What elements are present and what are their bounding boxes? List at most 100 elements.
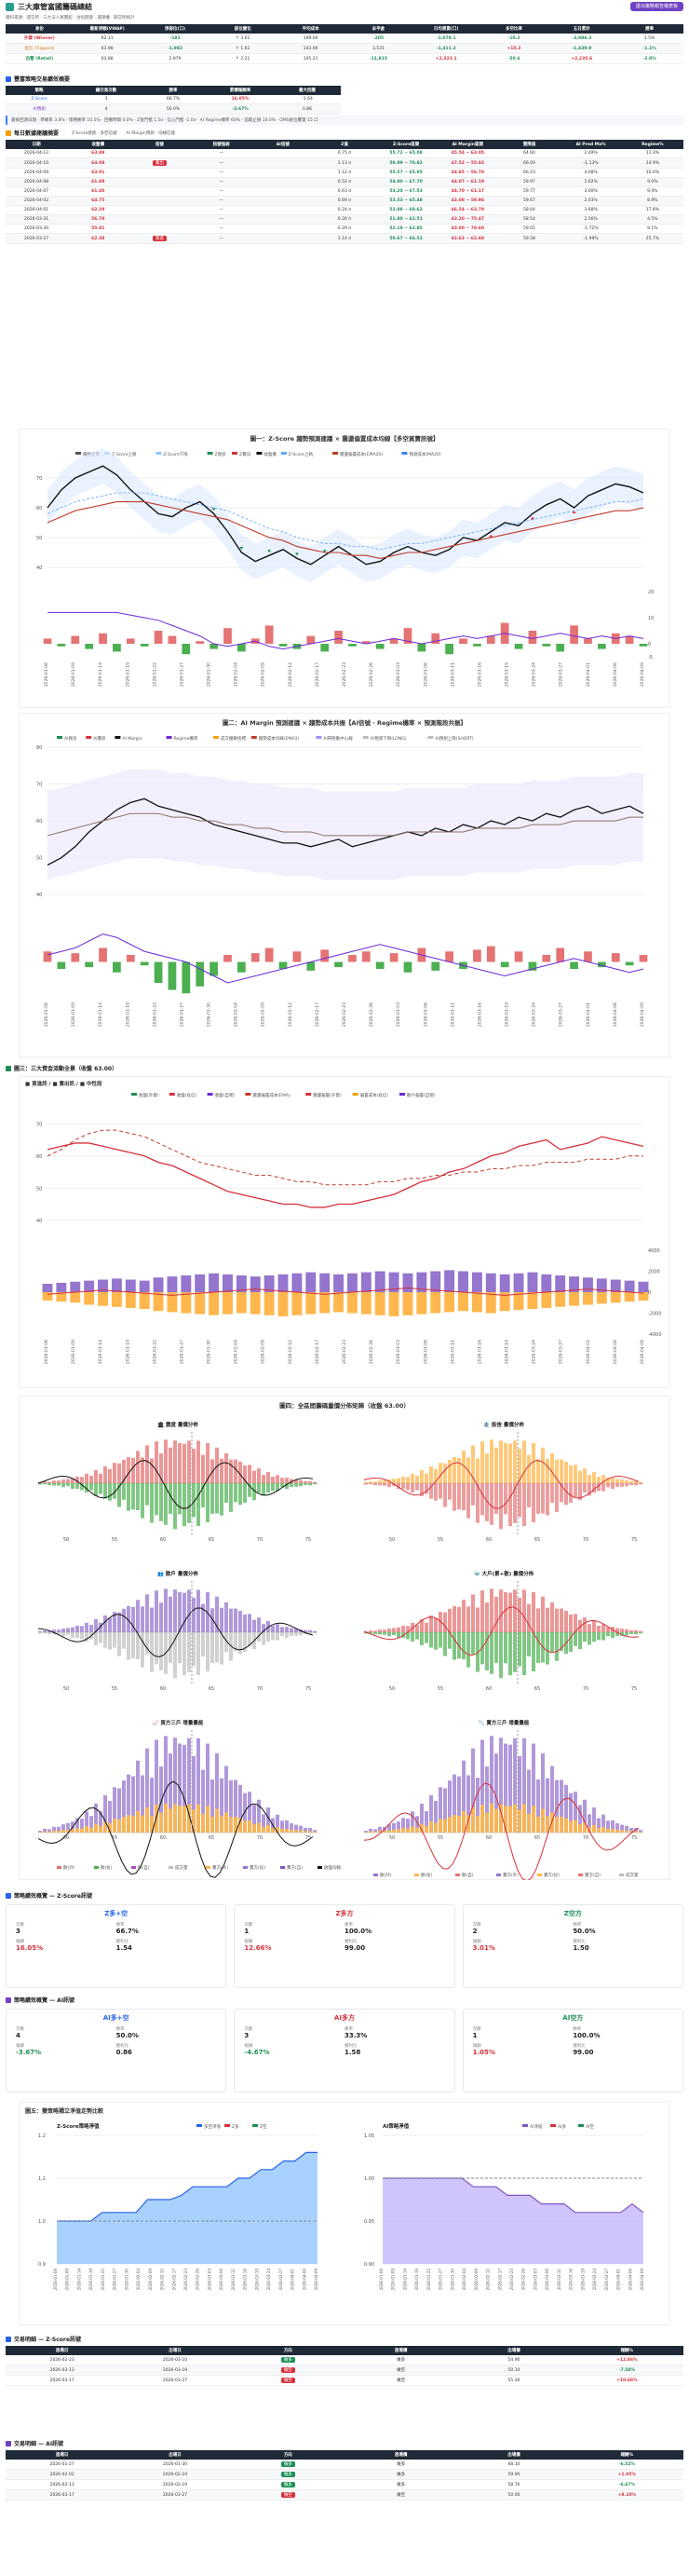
- table-cell: 11.3%: [621, 149, 683, 158]
- table-cell: 2026-01-27: [6, 2460, 119, 2470]
- table-cell: 143.00: [277, 43, 344, 54]
- y2-tick-label: 2000: [648, 1270, 660, 1275]
- flow-bar-up: [569, 1276, 580, 1292]
- dist-bar: [480, 1590, 484, 1632]
- dist-bar: [443, 1612, 447, 1632]
- dist-bar: [220, 1483, 223, 1516]
- dist-bar: [280, 1478, 284, 1483]
- x-tick-label: 2026-01-14: [98, 662, 103, 687]
- ai-bar: [196, 961, 205, 987]
- dist-bar: [308, 1827, 312, 1833]
- dist-bar: [546, 1483, 549, 1516]
- y-tick-label: 0.90: [364, 2262, 374, 2268]
- ai-bar: [389, 953, 399, 962]
- table-cell: 109.00: [277, 34, 344, 44]
- dist-bar: [262, 1814, 265, 1833]
- volume-bar: [473, 644, 481, 647]
- legend-swatch: [578, 1874, 583, 1876]
- flow-bar-up: [402, 1273, 413, 1292]
- table-cell: 0.29 σ: [313, 224, 376, 234]
- ai-section-title: 策略績效概覽 — AI訊號: [6, 1996, 74, 2004]
- dist-bar: [634, 1483, 638, 1486]
- dist-bar: [262, 1827, 265, 1833]
- legend-swatch: [213, 736, 219, 739]
- dist-bar: [234, 1779, 237, 1833]
- flow-bar-down: [250, 1292, 261, 1315]
- table-cell: [128, 186, 191, 197]
- table-header: 訊號強弱: [190, 140, 252, 149]
- direction-badge: 做多: [280, 2472, 295, 2477]
- flow-bar-up: [98, 1279, 108, 1292]
- volume-bar: [528, 631, 537, 644]
- export-button[interactable]: 匯出策略報告儀表板: [629, 2, 683, 11]
- flow-bar-up: [250, 1276, 261, 1292]
- legend-swatch: [131, 1093, 137, 1096]
- table-header: 實際值: [498, 140, 561, 149]
- dist-bar: [196, 1738, 200, 1833]
- table-cell: [251, 214, 314, 225]
- flow-bar-down: [263, 1292, 275, 1315]
- trades-ai-table: 進場日 出場日 方向 進場價 出場價 報酬% 2026-01-27 2026-01-30 做多做…: [6, 2450, 683, 2501]
- dist-bar: [373, 1481, 377, 1483]
- dist-bar: [173, 1589, 177, 1632]
- dist-bar: [457, 1776, 461, 1833]
- table-cell: 63.89: [67, 149, 129, 158]
- table-cell: 43.00 ~ 78.60: [437, 224, 499, 234]
- dist-bar: [150, 1458, 154, 1483]
- table-cell: 43.08 ~ 59.96: [437, 196, 499, 206]
- dist-bar: [52, 1826, 56, 1833]
- dist-bar: [397, 1483, 400, 1490]
- dist-bar: [127, 1483, 130, 1511]
- dist-bar: [429, 1820, 433, 1833]
- dist-bar: [192, 1755, 196, 1833]
- flow-bar-down: [125, 1292, 136, 1308]
- dist-bar: [392, 1822, 396, 1833]
- dist-bar: [443, 1819, 447, 1833]
- sell-marker: [572, 511, 576, 513]
- dist-bar: [108, 1468, 112, 1483]
- chart4-title: 圖四：全區間籌碼量價分佈矩陣（收盤 63.00）: [279, 1402, 410, 1410]
- table-cell: 58.64: [498, 205, 561, 215]
- table-cell: 0.52 σ: [313, 177, 376, 187]
- x-tick-label: 2026-01-19: [125, 1002, 130, 1027]
- panel-title: 🐳 大戶(累+散) 量價分佈: [474, 1570, 534, 1577]
- dist-bar: [290, 1632, 293, 1636]
- dist-bar: [47, 1481, 51, 1483]
- dist-bar: [550, 1632, 554, 1653]
- dist-bar: [196, 1632, 200, 1676]
- dist-bar: [210, 1608, 214, 1632]
- table-cell: 54.80 ~ 67.70: [375, 177, 438, 187]
- table-cell: -1.64: [274, 95, 341, 104]
- x-tick-label: 2026-02-09: [261, 662, 266, 687]
- y-tick-label: 40: [36, 893, 42, 898]
- table-cell: [128, 196, 191, 206]
- panel-title: 👥 散戶 量價分佈: [157, 1570, 198, 1577]
- dist-bar: [131, 1815, 135, 1833]
- dist-bar: [373, 1831, 377, 1833]
- dist-bar: [560, 1459, 563, 1483]
- x-tick-label: 2026-01-22: [101, 2269, 105, 2291]
- legend-entry: Z多: [232, 2123, 239, 2130]
- dist-bar: [518, 1598, 521, 1632]
- dist-bar: [574, 1465, 577, 1483]
- net-flow-line: [47, 1287, 644, 1296]
- table-row: 2026-04-07 61.40—0.63 σ 53.20 ~ 67.53 44.70…: [6, 186, 683, 197]
- x-tick-label: 2026-03-06: [545, 2269, 549, 2291]
- dist-bar: [364, 1831, 368, 1833]
- dist-bar: [187, 1589, 191, 1632]
- volume-bar: [99, 633, 107, 644]
- table-cell: 44.70 ~ 61.17: [437, 186, 499, 197]
- table-cell: 9.1%: [621, 224, 683, 234]
- dist-bar: [369, 1831, 372, 1833]
- dist-bar: [85, 1483, 88, 1492]
- table-cell: 54.90: [457, 2355, 571, 2365]
- list-icon: [6, 2336, 11, 2342]
- dist-bar: [490, 1439, 493, 1483]
- dist-bar: [164, 1803, 168, 1833]
- dist-bar: [513, 1589, 517, 1632]
- table-cell: -6.52%: [570, 2460, 683, 2470]
- table-cell: 59.67: [498, 196, 561, 206]
- close-line: [47, 1136, 644, 1208]
- dist-bar: [304, 1480, 307, 1483]
- equity-area: [57, 2152, 317, 2264]
